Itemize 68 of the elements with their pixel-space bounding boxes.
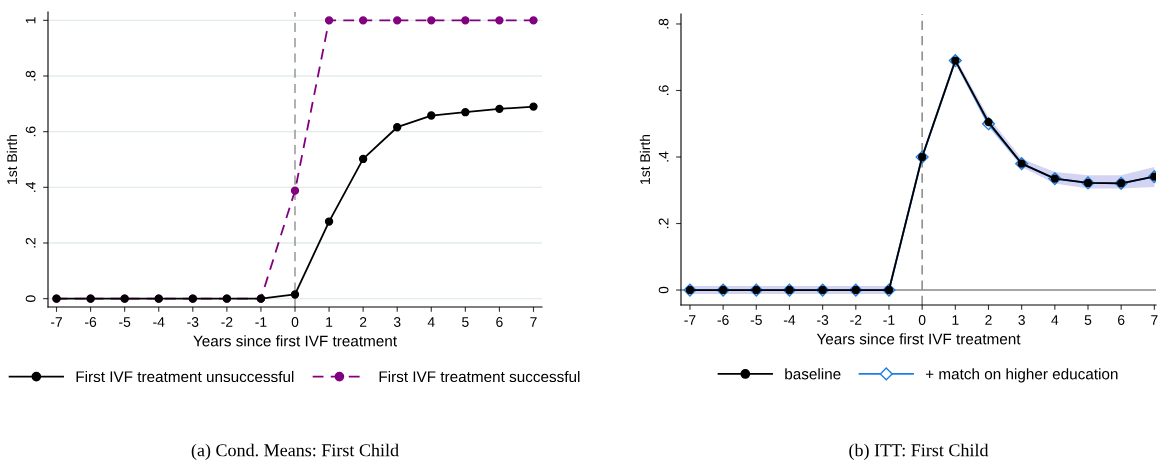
x-tick-label: -2: [850, 315, 862, 325]
point: [461, 16, 470, 25]
point: [290, 186, 300, 195]
point: [495, 16, 504, 25]
y-axis-title: 1st Birth: [639, 134, 651, 184]
y-tick-label: .4: [25, 181, 36, 192]
point: [324, 16, 334, 25]
x-tick-label: 5: [462, 317, 469, 327]
x-tick-label: -3: [187, 317, 199, 327]
x-tick-label: 1: [952, 315, 959, 325]
x-tick-label: -5: [119, 317, 131, 327]
x-tick-label: 6: [1118, 315, 1125, 325]
x-tick-label: -6: [85, 317, 97, 327]
x-axis-title: Years since first IVF treatment: [816, 333, 1021, 345]
legend-label: First IVF treatment unsuccessful: [76, 370, 294, 383]
x-tick-label: 4: [427, 317, 435, 327]
y-tick-label: 1: [25, 17, 36, 24]
y-tick-label: 0: [25, 295, 36, 302]
x-tick-label: 3: [393, 317, 401, 327]
y-tick-label: .6: [658, 85, 669, 96]
x-tick-label: -6: [717, 315, 729, 325]
point: [495, 104, 504, 114]
point: [427, 16, 436, 25]
x-tick-label: 4: [1051, 315, 1059, 325]
y-tick-label: .2: [25, 237, 36, 248]
x-tick-label: 0: [918, 315, 926, 325]
x-tick-label: 5: [1084, 315, 1092, 325]
text: (a) Cond. Means: First Child: [191, 443, 399, 460]
legend-label: + match on higher education: [925, 368, 1118, 383]
y-tick-label: .8: [658, 18, 669, 29]
x-tick-label: 7: [530, 317, 537, 327]
x-tick-label: -7: [684, 315, 696, 325]
point: [461, 108, 470, 117]
point: [393, 16, 402, 25]
x-tick-label: 6: [496, 317, 503, 327]
point: [393, 123, 402, 132]
x-tick-label: -4: [783, 315, 796, 325]
x-axis-title: Years since first IVF treatment: [193, 335, 397, 347]
point: [324, 217, 334, 226]
point: [529, 16, 538, 25]
x-tick-label: 0: [291, 317, 299, 327]
point: [358, 154, 368, 164]
x-tick-label: -3: [817, 315, 829, 325]
x-tick-label: -4: [153, 317, 165, 327]
y-axis-title: 1st Birth: [6, 134, 18, 184]
legend-label: First IVF treatment successful: [379, 370, 580, 383]
point: [427, 111, 436, 120]
x-tick-label: 2: [985, 315, 992, 325]
point: [981, 117, 996, 131]
x-tick-label: -2: [221, 317, 233, 327]
x-tick-label: -7: [50, 317, 62, 327]
x-tick-label: 3: [1018, 315, 1025, 325]
text: (b) ITT: First Child: [849, 443, 989, 460]
x-tick-label: 1: [326, 317, 333, 327]
point: [529, 102, 538, 111]
y-tick-label: 0: [658, 286, 669, 294]
x-tick-label: 7: [1151, 315, 1158, 325]
legend-label: baseline: [785, 368, 841, 380]
y-tick-label: .8: [25, 70, 36, 81]
y-tick-label: .2: [658, 218, 669, 229]
point: [290, 290, 300, 299]
point: [358, 16, 368, 25]
x-tick-label: -5: [750, 315, 762, 325]
y-tick-label: .6: [25, 126, 36, 137]
y-tick-label: .4: [658, 151, 669, 162]
x-tick-label: 2: [359, 317, 367, 327]
x-tick-label: -1: [883, 315, 895, 325]
x-tick-label: -1: [255, 317, 267, 327]
